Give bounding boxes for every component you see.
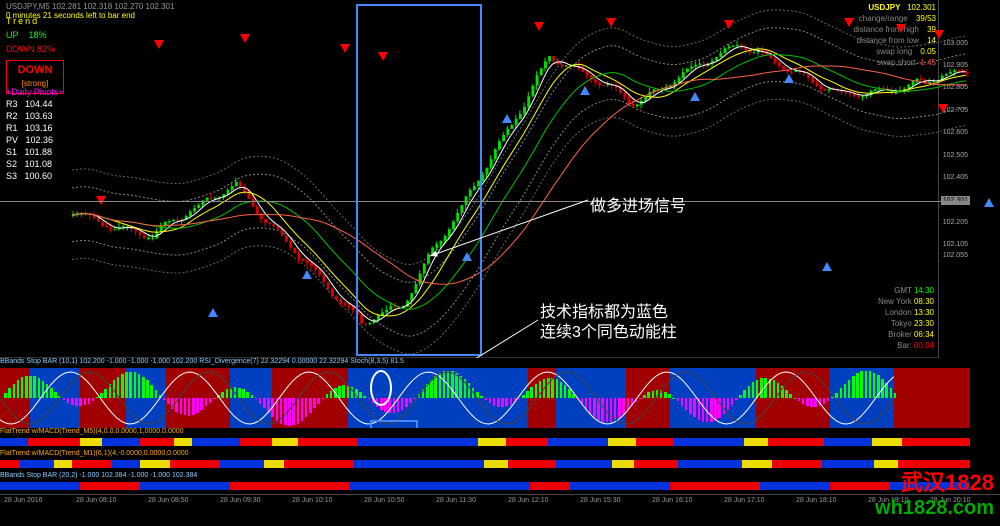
- ind4-header: BBands Stop BAR (20,2) -1.000 102.384 -1…: [0, 472, 197, 479]
- time-axis: 28 Jun 2016 28 Jun 08:10 28 Jun 08:50 28 Ju…: [0, 494, 1000, 508]
- signal-arrow-dn: [896, 24, 906, 33]
- time-tick: 28 Jun 09:30: [220, 497, 260, 504]
- signal-arrow-up: [690, 92, 700, 101]
- signal-arrow-up: [302, 270, 312, 279]
- daily-pivots: +Daily Pivots+ R3 104.44R2 103.63R1 103.…: [6, 86, 64, 182]
- indicator-panel-4[interactable]: BBands Stop BAR (20,2) -1.000 102.384 -1…: [0, 472, 970, 494]
- time-tick: 28 Jun 16:10: [652, 497, 692, 504]
- signal-arrow-dn: [240, 34, 250, 43]
- time-tick: 28 Jun 10:50: [364, 497, 404, 504]
- main-chart[interactable]: USDJPY,M5 102.281 102.318 102.270 102.30…: [0, 0, 970, 358]
- signal-arrow-dn: [938, 104, 948, 113]
- entry-price-line: [0, 201, 970, 202]
- signal-arrow-up: [984, 198, 994, 207]
- annotation-text: 做多进场信号: [590, 192, 686, 216]
- time-tick: 28 Jun 12:10: [508, 497, 548, 504]
- signal-arrow-up: [580, 86, 590, 95]
- circle-mark: [370, 370, 392, 406]
- signal-arrow-dn: [934, 30, 944, 39]
- indicator-panel-2[interactable]: FlatTrend w/MACD(Trend_M5)(4,0.0,0.0000,…: [0, 428, 970, 450]
- time-tick: 28 Jun 10:10: [292, 497, 332, 504]
- signal-arrow-dn: [844, 18, 854, 27]
- signal-arrow-up: [822, 262, 832, 271]
- signal-arrow-up: [784, 74, 794, 83]
- trend-panel: Trend UP 18% DOWN 82% DOWN [strong]: [6, 14, 64, 94]
- highlight-entry: [356, 4, 482, 356]
- signal-arrow-dn: [534, 22, 544, 31]
- watermark: 武汉1828 wh1828.com: [875, 465, 994, 520]
- indicator-panel-1[interactable]: BBands Stop BAR (10,1) 102.200 -1.000 -1…: [0, 358, 970, 428]
- indicator-panel-3[interactable]: FlatTrend w/MACD(Trend_M1)(6,1)(4,-0.000…: [0, 450, 970, 472]
- time-tick: 28 Jun 2016: [4, 497, 43, 504]
- time-tick: 28 Jun 08:10: [76, 497, 116, 504]
- time-tick: 28 Jun 15:30: [580, 497, 620, 504]
- time-tick: 28 Jun 08:50: [148, 497, 188, 504]
- time-tick: 28 Jun 11:30: [436, 497, 476, 504]
- ind1-header: BBands Stop BAR (10,1) 102.200 -1.000 -1…: [0, 358, 404, 365]
- signal-arrow-dn: [606, 18, 616, 27]
- time-tick: 28 Jun 17:10: [724, 497, 764, 504]
- signal-arrow-dn: [340, 44, 350, 53]
- ind3-header: FlatTrend w/MACD(Trend_M1)(6,1)(4,-0.000…: [0, 450, 189, 457]
- signal-arrow-dn: [724, 20, 734, 29]
- signal-arrow-dn: [154, 40, 164, 49]
- annotation-text: 连续3个同色动能柱: [540, 318, 677, 342]
- time-tick: 28 Jun 18:10: [796, 497, 836, 504]
- trend-title: Trend: [6, 14, 64, 28]
- candlestick-canvas: [72, 0, 970, 358]
- signal-arrow-up: [208, 308, 218, 317]
- signal-arrow-up: [502, 114, 512, 123]
- ind2-header: FlatTrend w/MACD(Trend_M5)(4,0.0,0.0000,…: [0, 428, 184, 435]
